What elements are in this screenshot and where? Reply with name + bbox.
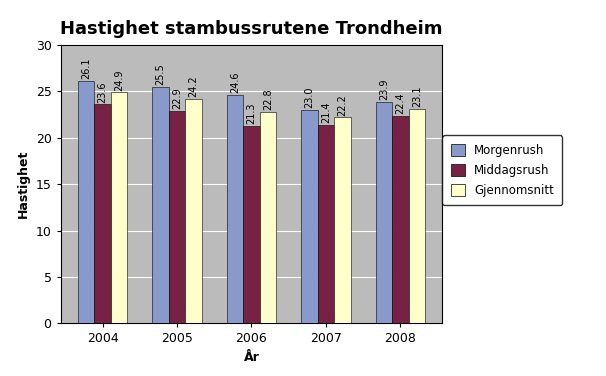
Text: 23.1: 23.1 — [412, 86, 422, 107]
X-axis label: År: År — [244, 351, 259, 364]
Bar — [78, 81, 95, 323]
Text: 22.9: 22.9 — [172, 88, 182, 109]
Text: 22.4: 22.4 — [396, 92, 405, 114]
Text: 23.9: 23.9 — [379, 78, 389, 100]
Text: 23.0: 23.0 — [305, 87, 315, 108]
Text: 21.4: 21.4 — [321, 102, 331, 123]
Title: Hastighet stambussrutene Trondheim: Hastighet stambussrutene Trondheim — [60, 20, 443, 38]
Bar — [227, 95, 243, 323]
Bar — [153, 87, 169, 323]
Text: 21.3: 21.3 — [247, 102, 256, 124]
Text: 26.1: 26.1 — [81, 58, 91, 79]
Text: 22.2: 22.2 — [338, 94, 347, 115]
Text: 24.6: 24.6 — [230, 72, 240, 93]
Bar — [260, 112, 276, 323]
Bar — [408, 109, 425, 323]
Bar — [111, 92, 127, 323]
Bar — [376, 102, 392, 323]
Bar — [334, 117, 350, 323]
Text: 25.5: 25.5 — [156, 63, 165, 85]
Bar — [169, 111, 185, 323]
Y-axis label: Hastighet: Hastighet — [17, 150, 30, 218]
Bar — [95, 105, 111, 323]
Legend: Morgenrush, Middagsrush, Gjennomsnitt: Morgenrush, Middagsrush, Gjennomsnitt — [442, 135, 562, 205]
Bar — [301, 110, 318, 323]
Bar — [243, 126, 260, 323]
Text: 23.6: 23.6 — [98, 81, 107, 103]
Text: 24.2: 24.2 — [188, 76, 198, 97]
Text: 24.9: 24.9 — [114, 69, 124, 91]
Text: 22.8: 22.8 — [263, 88, 273, 110]
Bar — [392, 115, 408, 323]
Bar — [318, 125, 334, 323]
Bar — [185, 99, 202, 323]
